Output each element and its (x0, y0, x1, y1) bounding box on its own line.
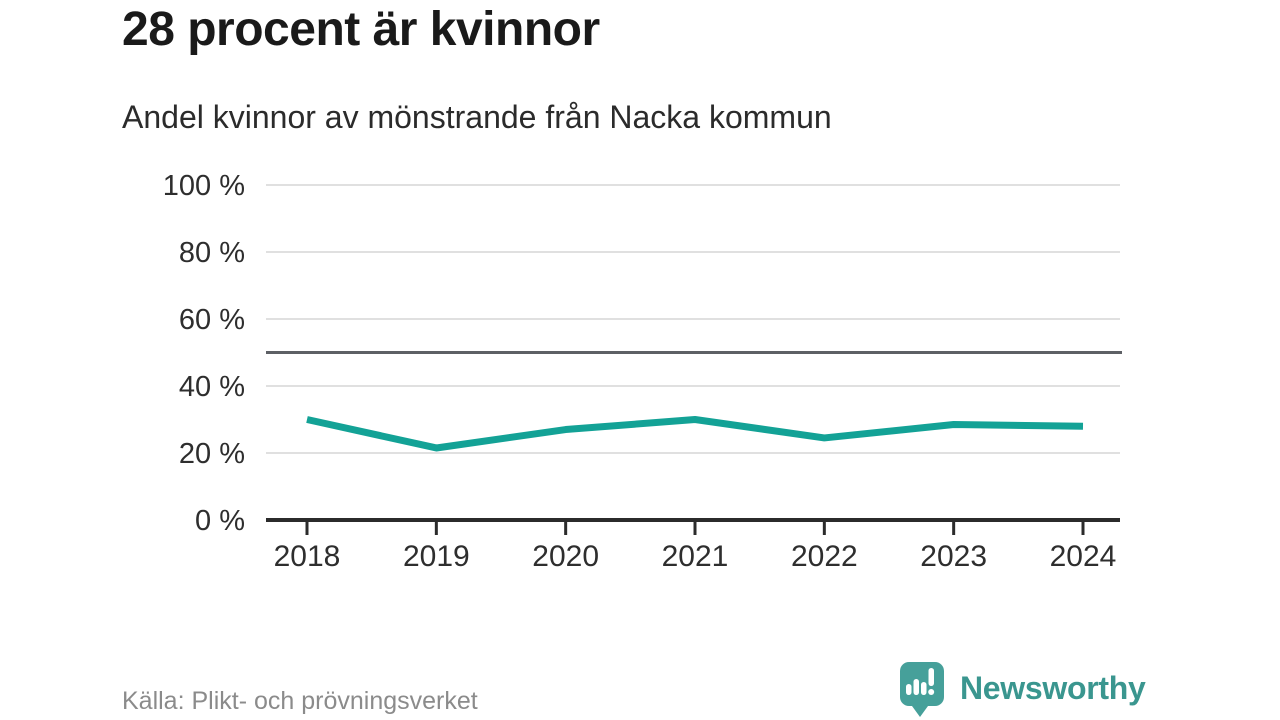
y-tick-label: 100 % (163, 170, 245, 202)
x-tick-label: 2024 (1050, 540, 1117, 573)
logo-exclamation-dot (928, 689, 935, 695)
x-tick-label: 2019 (403, 540, 470, 573)
y-tick-label: 0 % (195, 505, 245, 537)
y-tick-label: 40 % (179, 371, 245, 403)
logo-bar-1 (906, 684, 912, 695)
brand-name: Newsworthy (960, 670, 1146, 706)
y-tick-label: 20 % (179, 438, 245, 470)
x-tick-label: 2020 (532, 540, 599, 573)
newsworthy-logo-icon (900, 662, 944, 717)
x-tick-label: 2021 (662, 540, 729, 573)
x-tick-label: 2022 (791, 540, 858, 573)
x-tick-label: 2018 (274, 540, 341, 573)
y-tick-label: 60 % (179, 304, 245, 336)
source-note: Källa: Plikt- och prövningsverket (122, 687, 478, 715)
newsworthy-logo: Newsworthy (896, 660, 1146, 718)
data-line (306, 416, 1084, 452)
logo-bar-3 (921, 682, 927, 695)
x-tick-label: 2023 (920, 540, 987, 573)
chart-title: 28 procent är kvinnor (122, 3, 600, 56)
y-tick-label: 80 % (179, 237, 245, 269)
logo-exclamation-bar (928, 668, 934, 686)
chart-subtitle: Andel kvinnor av mönstrande från Nacka k… (122, 99, 832, 135)
logo-bar-2 (913, 679, 919, 695)
